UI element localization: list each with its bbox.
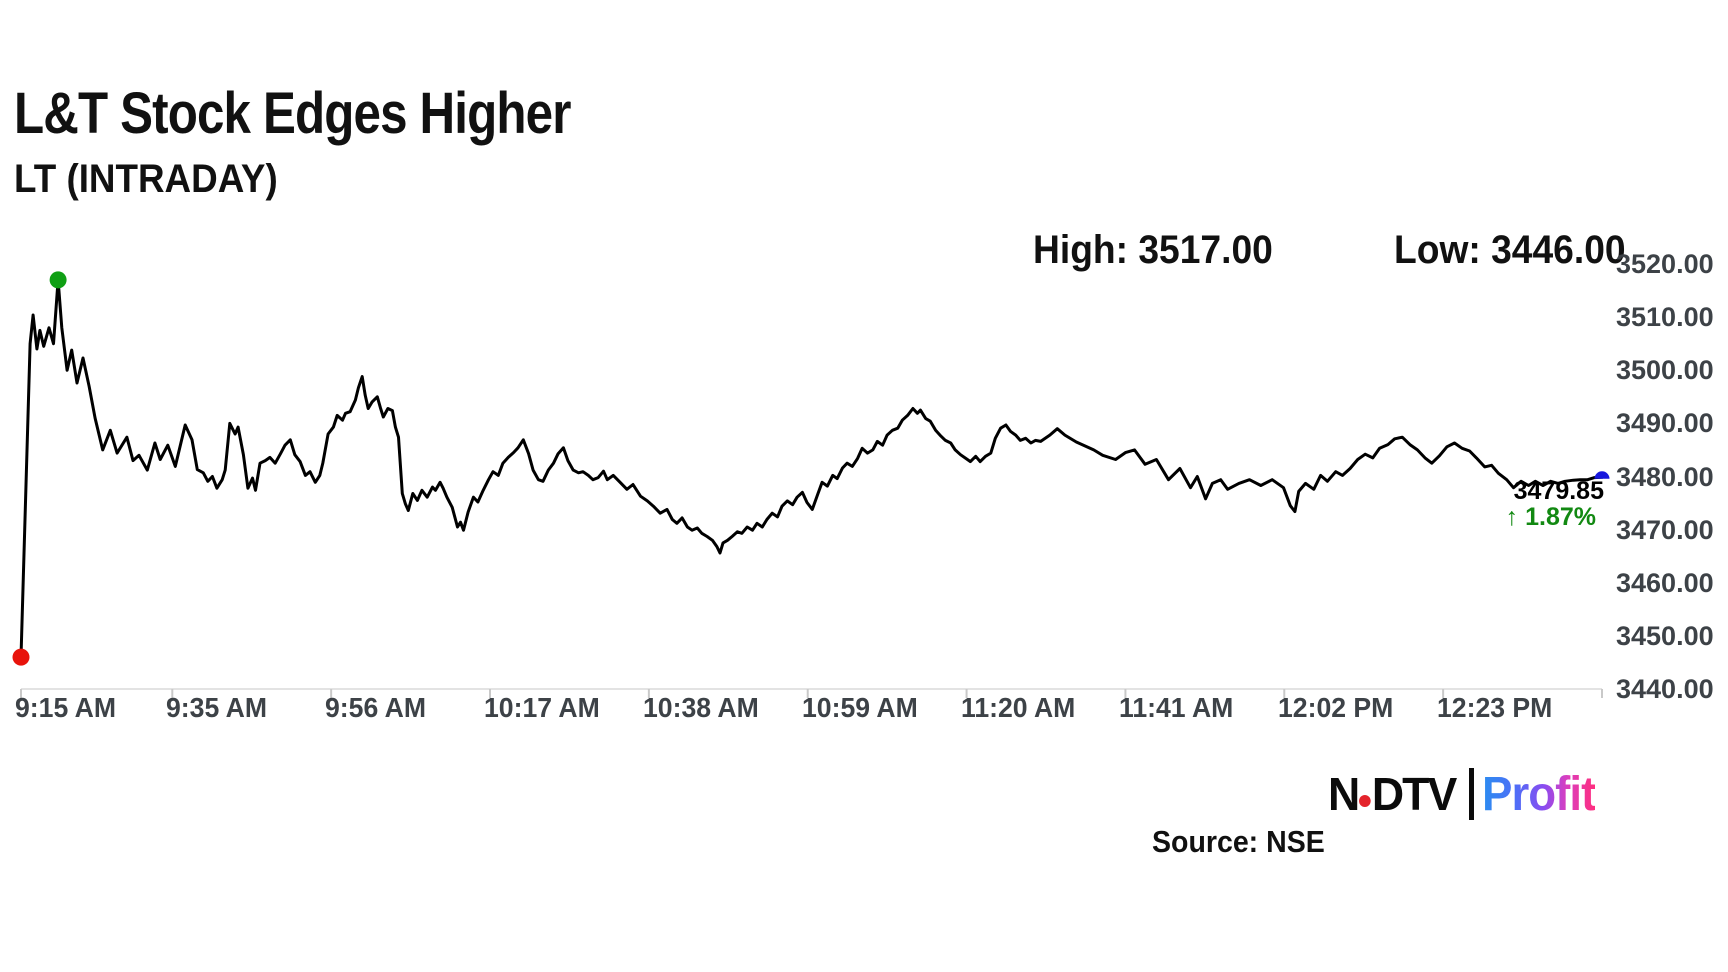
x-tick-label: 11:20 AM: [960, 692, 1075, 723]
chart-subtitle: LT (INTRADAY): [14, 157, 278, 201]
y-tick-label: 3460.00: [1616, 567, 1714, 598]
x-tick-label: 9:56 AM: [325, 692, 427, 723]
last-price-label: 3479.85: [1513, 477, 1604, 505]
x-tick-label: 10:59 AM: [801, 692, 918, 723]
session-low-dot: [12, 648, 30, 666]
price-line: [19, 278, 1604, 659]
y-tick-label: 3450.00: [1616, 620, 1714, 651]
y-tick-label: 3500.00: [1616, 355, 1714, 386]
source-attribution: Source: NSE: [1152, 824, 1325, 859]
last-change-label: ↑ 1.87%: [1506, 503, 1596, 532]
ndtv-profit-logo: N DTV Profit: [1328, 766, 1602, 822]
y-tick-label: 3510.00: [1616, 302, 1714, 333]
up-arrow-icon: ↑: [1505, 503, 1519, 531]
x-tick-label: 10:17 AM: [484, 692, 600, 723]
ndtv-red-dot-icon: [1359, 795, 1371, 807]
x-tick-label: 12:23 PM: [1437, 692, 1553, 723]
logo-divider: [1469, 768, 1475, 820]
ndtv-wordmark: N DTV: [1328, 767, 1457, 821]
y-tick-label: 3520.00: [1616, 249, 1714, 279]
ndtv-letter-n: N: [1328, 768, 1360, 820]
x-tick-label: 10:38 AM: [642, 692, 759, 723]
y-tick-label: 3440.00: [1616, 674, 1714, 704]
x-tick-label: 9:35 AM: [166, 692, 268, 723]
x-tick-label: 12:02 PM: [1278, 692, 1394, 723]
session-high-dot: [49, 271, 67, 289]
y-tick-label: 3470.00: [1616, 514, 1714, 545]
session-high-stat: High: 3517.00: [1033, 228, 1273, 272]
page-title: L&T Stock Edges Higher: [14, 81, 571, 146]
ndtv-letters-dtv: DTV: [1371, 768, 1457, 820]
profit-wordmark: Profit: [1482, 767, 1596, 821]
last-change-value: 1.87%: [1525, 503, 1596, 531]
x-tick-label: 11:41 AM: [1119, 692, 1234, 723]
session-low-stat: Low: 3446.00: [1394, 228, 1626, 272]
x-tick-label: 9:15 AM: [15, 692, 117, 723]
y-tick-label: 3480.00: [1616, 461, 1714, 492]
last-price-dot: [1594, 471, 1610, 479]
y-tick-label: 3490.00: [1616, 408, 1714, 439]
